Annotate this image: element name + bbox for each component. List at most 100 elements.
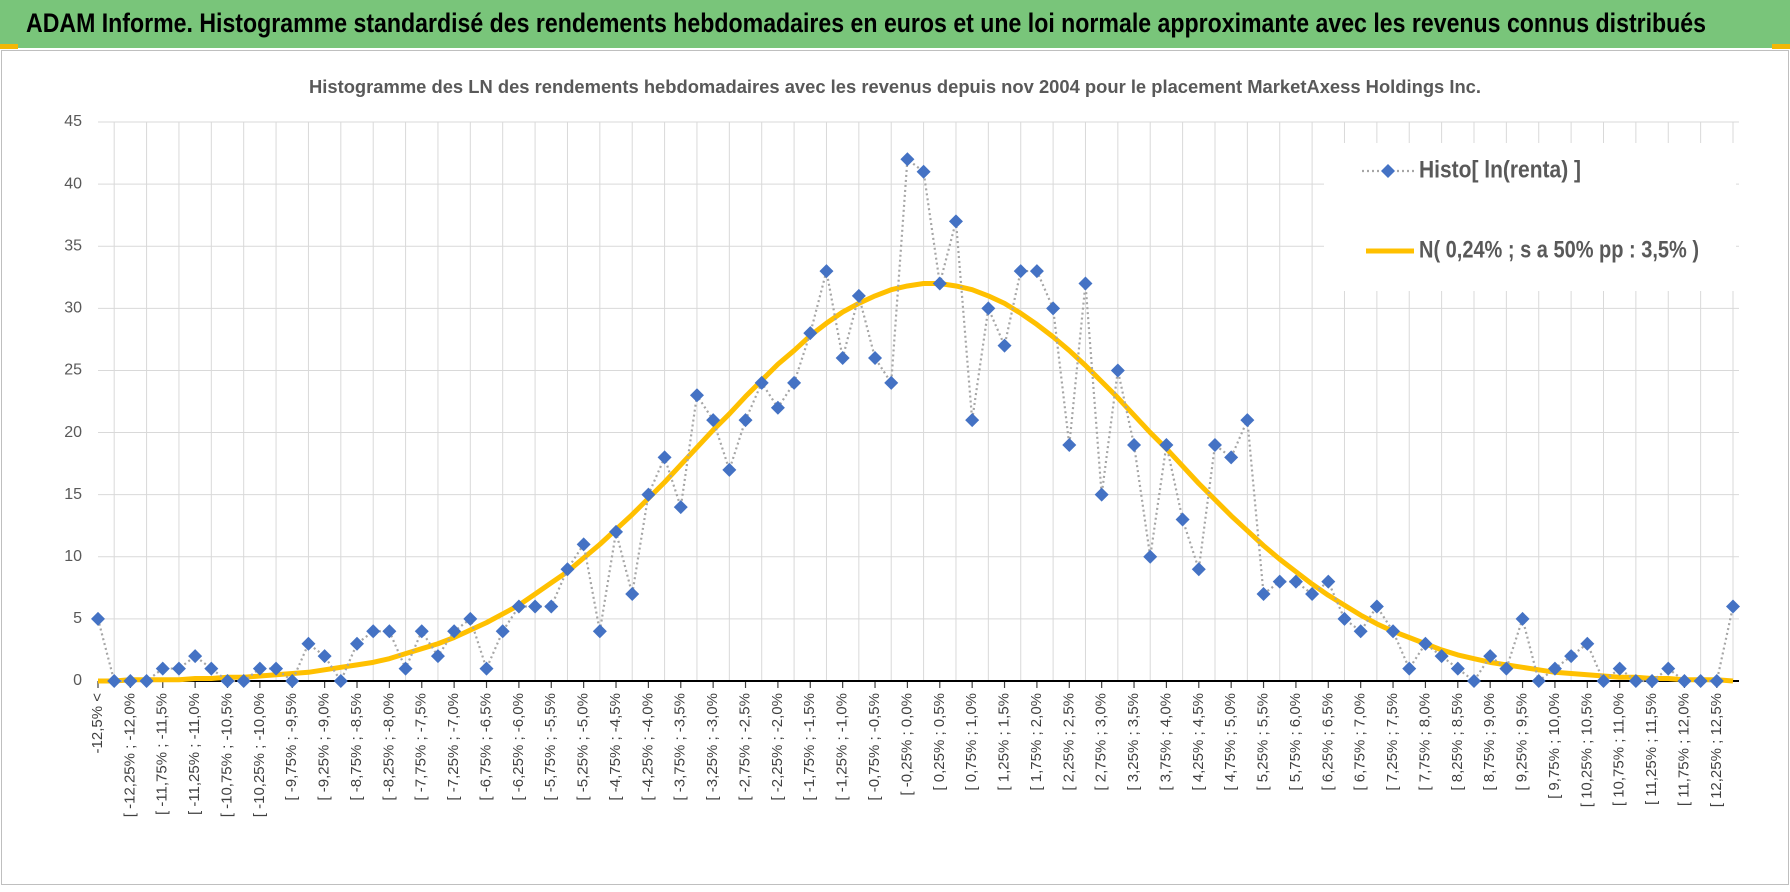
histogram-point bbox=[1693, 674, 1708, 688]
histogram-point bbox=[948, 214, 963, 229]
x-tick-label: [ 10,25% ; 10,5% bbox=[1578, 693, 1595, 807]
histogram-point bbox=[188, 649, 203, 664]
histogram-point bbox=[1450, 661, 1465, 676]
y-tick-label: 15 bbox=[64, 486, 82, 503]
x-tick-label: [ 2,25% ; 2,5% bbox=[1060, 693, 1077, 791]
histogram-point bbox=[1288, 574, 1303, 589]
legend-swatch bbox=[1381, 164, 1395, 178]
y-tick-label: 35 bbox=[64, 237, 82, 254]
histogram-point bbox=[1272, 574, 1287, 589]
histogram-point bbox=[1046, 301, 1061, 316]
histogram-point bbox=[916, 164, 931, 179]
x-tick-label: [ -0,25% ; 0,0% bbox=[898, 693, 915, 796]
histogram-point bbox=[868, 351, 883, 366]
y-tick-label: 5 bbox=[73, 610, 82, 627]
histogram-point bbox=[1143, 549, 1158, 564]
histogram-point bbox=[835, 351, 850, 366]
histogram-point bbox=[479, 661, 494, 676]
histogram-point bbox=[1547, 661, 1562, 676]
histogram-point bbox=[1434, 649, 1449, 664]
histogram-point bbox=[1094, 487, 1109, 502]
y-tick-label: 0 bbox=[73, 672, 82, 689]
x-tick-label: [ -10,75% ; -10,5% bbox=[218, 693, 235, 817]
y-tick-label: 45 bbox=[64, 113, 82, 130]
corner-mark bbox=[1772, 44, 1790, 49]
x-tick-label: -12,5% < bbox=[89, 693, 106, 754]
histogram-point bbox=[544, 599, 559, 614]
histogram-point bbox=[1013, 264, 1028, 279]
x-tick-label: [ -2,25% ; -2,0% bbox=[769, 693, 786, 801]
histogram-point bbox=[528, 599, 543, 614]
histogram-point bbox=[1062, 437, 1077, 452]
histogram-point bbox=[463, 611, 478, 626]
histogram-point bbox=[689, 388, 704, 403]
histogram-point bbox=[1353, 624, 1368, 639]
x-tick-label: [ -4,25% ; -4,0% bbox=[639, 693, 656, 801]
x-tick-label: [ -10,25% ; -10,0% bbox=[251, 693, 268, 817]
histogram-point bbox=[1531, 674, 1546, 688]
x-tick-label: [ -1,75% ; -1,5% bbox=[801, 693, 818, 801]
x-tick-label: [ -4,75% ; -4,5% bbox=[607, 693, 624, 801]
x-tick-label: [ -9,25% ; -9,0% bbox=[316, 693, 333, 801]
histogram-point bbox=[107, 674, 122, 688]
histogram-point bbox=[220, 674, 235, 688]
x-tick-label: [ 5,25% ; 5,5% bbox=[1255, 693, 1272, 791]
histogram-point bbox=[803, 326, 818, 341]
histogram-point bbox=[1029, 264, 1044, 279]
histogram-point bbox=[1628, 674, 1643, 688]
histogram-point bbox=[123, 674, 138, 688]
histogram-point bbox=[592, 624, 607, 639]
histogram-point bbox=[1256, 587, 1271, 602]
x-tick-label: [ -9,75% ; -9,5% bbox=[283, 693, 300, 801]
histogram-point bbox=[317, 649, 332, 664]
x-tick-label: [ 1,75% ; 2,0% bbox=[1028, 693, 1045, 791]
histogram-point bbox=[1337, 611, 1352, 626]
histogram-point bbox=[236, 674, 251, 688]
x-tick-label: [ 3,25% ; 3,5% bbox=[1125, 693, 1142, 791]
histogram-point bbox=[430, 649, 445, 664]
histogram-point bbox=[382, 624, 397, 639]
x-tick-label: [ 11,75% ; 12,0% bbox=[1675, 693, 1692, 806]
x-tick-label: [ 10,75% ; 11,0% bbox=[1611, 693, 1628, 806]
x-tick-label: [ -3,25% ; -3,0% bbox=[704, 693, 721, 801]
normal-curve bbox=[98, 280, 1734, 684]
x-tick-label: [ -5,25% ; -5,0% bbox=[575, 693, 592, 801]
histogram-point bbox=[91, 611, 105, 626]
x-tick-label: [ 9,75% ; 10,0% bbox=[1546, 693, 1563, 799]
data-layer bbox=[91, 152, 1740, 688]
histogram-point bbox=[722, 462, 737, 477]
histogram-point bbox=[1369, 599, 1384, 614]
histogram-point bbox=[204, 661, 219, 676]
histogram-point bbox=[625, 587, 640, 602]
x-tick-label: [ -8,75% ; -8,5% bbox=[348, 693, 365, 801]
histogram-point bbox=[511, 599, 526, 614]
x-tick-label: [ 8,75% ; 9,0% bbox=[1481, 693, 1498, 791]
histogram-point bbox=[1386, 624, 1401, 639]
x-tick-label: [ 12,25% ; 12,5% bbox=[1708, 693, 1725, 807]
histogram-point bbox=[1418, 636, 1433, 651]
x-tick-label: [ -2,75% ; -2,5% bbox=[736, 693, 753, 801]
histogram-point bbox=[447, 624, 462, 639]
legend-label: N( 0,24% ; s a 50% pp : 3,5% ) bbox=[1419, 236, 1699, 263]
x-tick-label: [ -11,25% ; -11,0% bbox=[186, 693, 203, 815]
histogram-point bbox=[1191, 562, 1206, 577]
histogram-point bbox=[932, 276, 947, 291]
histogram-point bbox=[171, 661, 186, 676]
histogram-point bbox=[1207, 437, 1222, 452]
histogram-point bbox=[269, 661, 284, 676]
histogram-point bbox=[1127, 437, 1142, 452]
x-tick-label: [ -7,75% ; -7,5% bbox=[413, 693, 430, 801]
histogram-point bbox=[495, 624, 510, 639]
histogram-point bbox=[560, 562, 575, 577]
histogram-point bbox=[301, 636, 316, 651]
chart-frame bbox=[1, 50, 1789, 885]
x-tick-label: [ 9,25% ; 9,5% bbox=[1514, 693, 1531, 791]
banner bbox=[0, 0, 1790, 48]
histogram-point bbox=[884, 375, 899, 390]
x-tick-label: [ 4,25% ; 4,5% bbox=[1190, 693, 1207, 791]
x-tick-label: [ -3,75% ; -3,5% bbox=[672, 693, 689, 801]
x-tick-label: [ -1,25% ; -1,0% bbox=[834, 693, 851, 801]
histogram-point bbox=[414, 624, 429, 639]
